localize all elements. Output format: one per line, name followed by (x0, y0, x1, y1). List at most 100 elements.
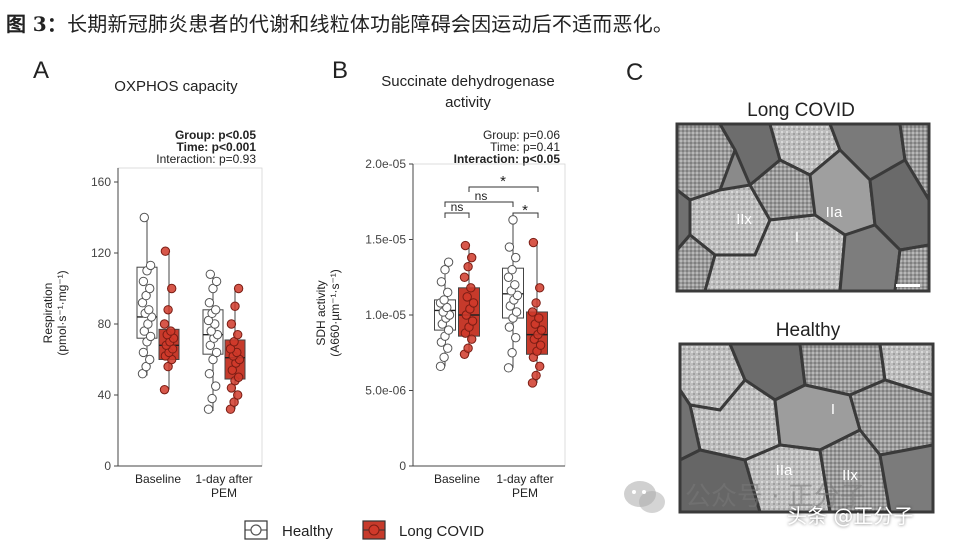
data-point (211, 347, 222, 358)
scale-bar (896, 284, 920, 287)
data-point (145, 260, 156, 271)
y-tick-label: 40 (98, 388, 112, 402)
panel-a-ylabel: Respiration (pmol·s⁻¹·mg⁻¹) (41, 270, 69, 355)
sig-star-after: * (522, 202, 528, 219)
data-point (535, 340, 546, 350)
panel-b-xcat-pem: PEM (512, 486, 538, 500)
data-point (439, 295, 449, 305)
data-point (527, 307, 538, 317)
data-point (159, 319, 170, 329)
data-point (435, 361, 446, 372)
data-point (443, 325, 454, 335)
fiber (893, 243, 931, 293)
data-point (145, 331, 156, 342)
data-point (443, 343, 453, 353)
data-point (504, 242, 515, 252)
panel-a-stat-time: Time: p<0.001 (177, 140, 257, 154)
bracket-baseline (444, 212, 470, 218)
bracket-covid-time (468, 186, 539, 192)
data-point (440, 265, 450, 275)
fiber-label-i-healthy: I (831, 401, 835, 418)
data-point (211, 381, 221, 391)
panel-c-bottom-title: Healthy (776, 320, 841, 341)
data-point (511, 252, 521, 263)
panel-a-xcat-after: 1-day after (195, 472, 252, 486)
legend-healthy-label: Healthy (282, 523, 333, 540)
data-point (439, 352, 449, 362)
panel-b-title-line2: activity (445, 94, 491, 111)
panel-b-ylabel-line1: SDH activity (314, 280, 328, 345)
wechat-logo-icon (624, 481, 665, 513)
data-point (459, 272, 470, 282)
y-tick-label: 2.0e-05 (365, 157, 406, 171)
panel-b-title-line1: Succinate dehydrogenase (381, 73, 554, 90)
data-point (507, 265, 517, 275)
data-point (535, 361, 545, 372)
data-point (233, 283, 244, 294)
data-point (535, 283, 545, 293)
panel-b-ylabel: SDH activity (A660·µm⁻¹·s⁻¹) (314, 269, 342, 357)
fiber-label-iix-healthy: IIx (842, 467, 858, 484)
y-tick-label: 120 (91, 246, 111, 260)
panel-b: B Succinate dehydrogenase activity Group… (314, 57, 566, 500)
legend-healthy-point (250, 524, 262, 536)
data-point (205, 269, 216, 279)
y-tick-label: 5.0e-06 (365, 384, 406, 398)
fiber-label-iia-healthy: IIa (776, 462, 793, 479)
data-point (211, 305, 221, 315)
micrograph-healthy: I IIa IIx (678, 342, 935, 514)
panel-b-marks (434, 215, 548, 388)
y-tick-label: 0 (104, 459, 111, 473)
data-point (466, 283, 476, 293)
panel-c: C Long COVID IIx IIa I (626, 59, 935, 514)
panel-a-xcat-pem: PEM (211, 486, 237, 500)
panel-b-stat-time: Time: p=0.41 (490, 140, 560, 154)
caption-sep: ： (46, 12, 68, 36)
sig-ns-baseline: ns (451, 200, 464, 214)
data-point (510, 280, 520, 290)
caption-text: 长期新冠肺炎患者的代谢和线粒体功能障碍会因运动后不适而恶化。 (67, 12, 674, 36)
micrograph-long-covid: IIx IIa I (675, 122, 931, 293)
data-point (467, 316, 478, 326)
data-point (467, 252, 477, 263)
panel-a-ylabel-line2: (pmol·s⁻¹·mg⁻¹) (55, 270, 69, 355)
data-point (233, 329, 243, 340)
legend-covid-point (368, 524, 380, 536)
panel-b-xcat-after: 1-day after (496, 472, 553, 486)
data-point (462, 292, 472, 302)
panel-a-stat-group: Group: p<0.05 (175, 128, 256, 142)
data-point (443, 287, 453, 298)
data-point (211, 276, 222, 287)
panel-a-ylabel-line1: Respiration (41, 283, 55, 344)
data-point (511, 332, 521, 343)
watermark-wechat-text: 公众号 · 正分子 (685, 482, 866, 512)
y-tick-label: 1.5e-05 (365, 233, 406, 247)
data-point (145, 354, 155, 365)
data-point (145, 283, 155, 294)
data-point (167, 283, 177, 294)
panel-b-significance: ns ns * * (444, 173, 539, 219)
caption-num: 3 (32, 12, 47, 36)
data-point (233, 372, 244, 382)
panel-b-stat-interaction: Interaction: p<0.05 (454, 152, 561, 166)
sig-star-covid: * (500, 173, 506, 190)
data-point (463, 343, 473, 353)
data-point (207, 393, 217, 404)
data-point (503, 272, 514, 282)
data-point (508, 215, 518, 225)
legend-covid-label: Long COVID (399, 523, 484, 540)
data-point (503, 363, 514, 373)
panel-a-letter: A (33, 57, 49, 84)
fiber-label-iix: IIx (736, 211, 752, 228)
panel-b-stat-group: Group: p=0.06 (483, 128, 560, 142)
fiber-label-i: I (795, 229, 799, 246)
panel-b-xcat-baseline: Baseline (434, 472, 480, 486)
watermark: 公众号 · 正分子 头条 @正分子 (615, 470, 957, 548)
data-point (159, 384, 170, 395)
panel-a-marks (136, 212, 246, 414)
data-point (233, 390, 243, 400)
data-point (138, 347, 149, 358)
data-point (531, 370, 541, 381)
data-point (460, 240, 471, 251)
